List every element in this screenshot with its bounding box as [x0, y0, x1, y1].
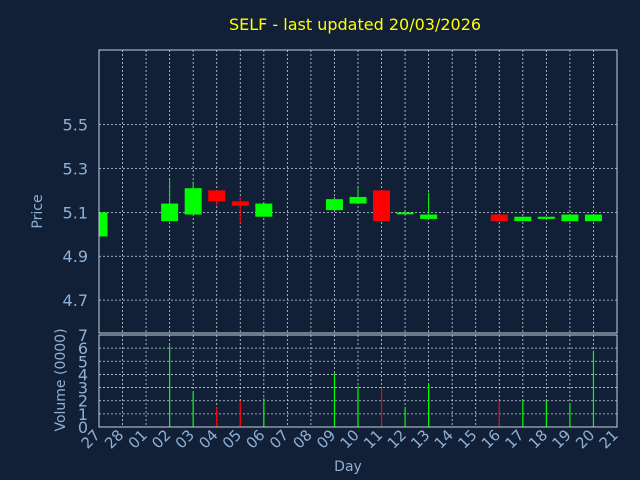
candle-body — [255, 203, 273, 217]
x-tick-label: 20 — [572, 426, 598, 452]
x-tick-label: 05 — [219, 426, 245, 452]
candle-body — [537, 216, 555, 219]
candle-body — [349, 196, 367, 204]
volume-axis-label: Volume (0000) — [53, 328, 69, 431]
volume-panel-frame — [98, 334, 618, 428]
volume-y-tick-label: 2 — [78, 392, 88, 411]
x-tick-label: 08 — [290, 426, 316, 452]
price-y-tick-label: 4.7 — [63, 291, 88, 310]
x-tick-label: 01 — [125, 426, 151, 452]
volume-y-tick-label: 7 — [78, 326, 88, 345]
price-axis-label: Price — [30, 194, 46, 228]
price-panel-frame — [98, 49, 618, 334]
price-y-tick-label: 4.9 — [63, 247, 88, 266]
x-tick-label: 07 — [266, 426, 292, 452]
x-tick-label: 15 — [454, 426, 480, 452]
volume-y-tick-label: 6 — [78, 339, 88, 358]
volume-y-tick-label: 4 — [78, 365, 88, 384]
x-axis-label: Day — [334, 459, 362, 475]
volume-y-tick-label: 1 — [78, 405, 88, 424]
x-tick-label: 11 — [360, 426, 386, 452]
candle-body — [561, 214, 579, 222]
candle-body — [373, 190, 391, 222]
price-y-tick-labels: 4.7 4.9 5.1 5.3 5.5 — [63, 116, 88, 311]
x-tick-label: 28 — [101, 426, 127, 452]
volume-y-tick-label: 0 — [78, 418, 88, 437]
candle-body — [99, 212, 108, 237]
candle-body — [490, 214, 508, 222]
candle-body — [514, 216, 532, 222]
x-tick-labels: 2728010203040506070809101112131415161718… — [78, 426, 622, 452]
x-tick-label: 19 — [549, 426, 575, 452]
candle-body — [396, 212, 414, 215]
x-tick-label: 02 — [148, 426, 174, 452]
candles — [98, 179, 602, 237]
price-y-tick-label: 5.5 — [63, 116, 88, 135]
candle-body — [161, 203, 179, 222]
price-y-tick-label: 5.3 — [63, 159, 88, 178]
chart-title: SELF - last updated 20/03/2026 — [229, 15, 481, 34]
candle-body — [420, 214, 438, 219]
x-tick-label: 18 — [525, 426, 551, 452]
volume-bars — [169, 345, 595, 427]
candle-body — [584, 214, 602, 222]
x-tick-label: 14 — [431, 426, 457, 452]
volume-y-tick-label: 5 — [78, 352, 88, 371]
x-tick-label: 09 — [313, 426, 339, 452]
candle-body — [208, 190, 226, 202]
candle-body — [184, 188, 202, 215]
price-y-tick-label: 5.1 — [63, 203, 88, 222]
x-tick-label: 10 — [337, 426, 363, 452]
candle-body — [231, 201, 249, 206]
x-tick-label: 16 — [478, 426, 504, 452]
x-tick-label: 06 — [242, 426, 268, 452]
x-tick-label: 21 — [596, 426, 622, 452]
x-tick-label: 03 — [172, 426, 198, 452]
x-tick-label: 17 — [501, 426, 527, 452]
x-tick-label: 04 — [195, 426, 221, 452]
volume-y-tick-label: 3 — [78, 379, 88, 398]
candle-body — [325, 199, 343, 211]
x-tick-label: 12 — [384, 426, 410, 452]
x-tick-label: 13 — [407, 426, 433, 452]
